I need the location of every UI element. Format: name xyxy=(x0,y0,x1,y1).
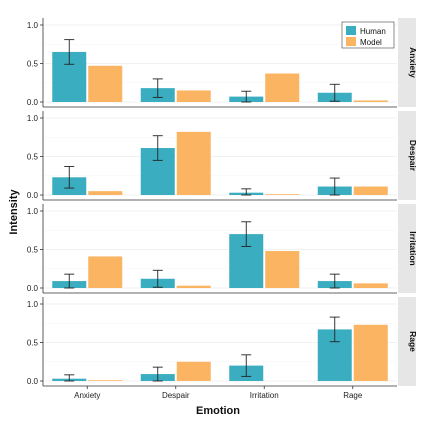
bar-model xyxy=(265,194,300,195)
bar-model xyxy=(88,65,123,102)
y-tick-label: 0.5 xyxy=(27,339,39,348)
legend-label: Model xyxy=(360,38,382,47)
y-tick-label: 0.0 xyxy=(27,191,39,200)
x-tick-label: Despair xyxy=(162,391,190,400)
x-tick-label: Irritation xyxy=(250,391,279,400)
facet-strip-label: Anxiety xyxy=(408,47,418,78)
y-tick-label: 0.5 xyxy=(27,153,39,162)
y-tick-label: 1.0 xyxy=(27,300,39,309)
bar-model xyxy=(88,256,123,288)
bar-model xyxy=(176,131,211,195)
bar-model xyxy=(176,90,211,102)
legend-label: Human xyxy=(360,27,386,36)
bar-model xyxy=(176,361,211,381)
y-tick-label: 0.5 xyxy=(27,246,39,255)
facet-strip-label: Rage xyxy=(408,331,418,352)
bar-model xyxy=(88,191,123,195)
legend-swatch xyxy=(346,26,356,35)
x-axis-title: Emotion xyxy=(196,405,240,417)
y-tick-label: 0.0 xyxy=(27,284,39,293)
x-tick-label: Anxiety xyxy=(74,391,100,400)
facet-strip xyxy=(398,111,416,200)
bar-model xyxy=(176,285,211,288)
y-tick-label: 0.5 xyxy=(27,60,39,69)
bar-model xyxy=(353,283,388,288)
bar-model xyxy=(353,324,388,381)
bar-model xyxy=(353,100,388,102)
facet-strip-label: Irritation xyxy=(408,231,418,265)
bar-model xyxy=(265,251,300,288)
y-tick-label: 1.0 xyxy=(27,207,39,216)
facet-strip-label: Despair xyxy=(408,140,418,172)
y-tick-label: 0.0 xyxy=(27,98,39,107)
facet-strip xyxy=(398,297,416,386)
y-axis-title: Intensity xyxy=(8,189,20,235)
legend-swatch xyxy=(346,37,356,46)
bar-model xyxy=(353,186,388,195)
y-tick-label: 1.0 xyxy=(27,114,39,123)
bar-model xyxy=(265,73,300,102)
bar-model xyxy=(88,380,123,381)
facet-strip xyxy=(398,204,416,293)
y-tick-label: 1.0 xyxy=(27,21,39,30)
x-tick-label: Rage xyxy=(343,391,363,400)
y-tick-label: 0.0 xyxy=(27,377,39,386)
facet-strip xyxy=(398,18,416,107)
